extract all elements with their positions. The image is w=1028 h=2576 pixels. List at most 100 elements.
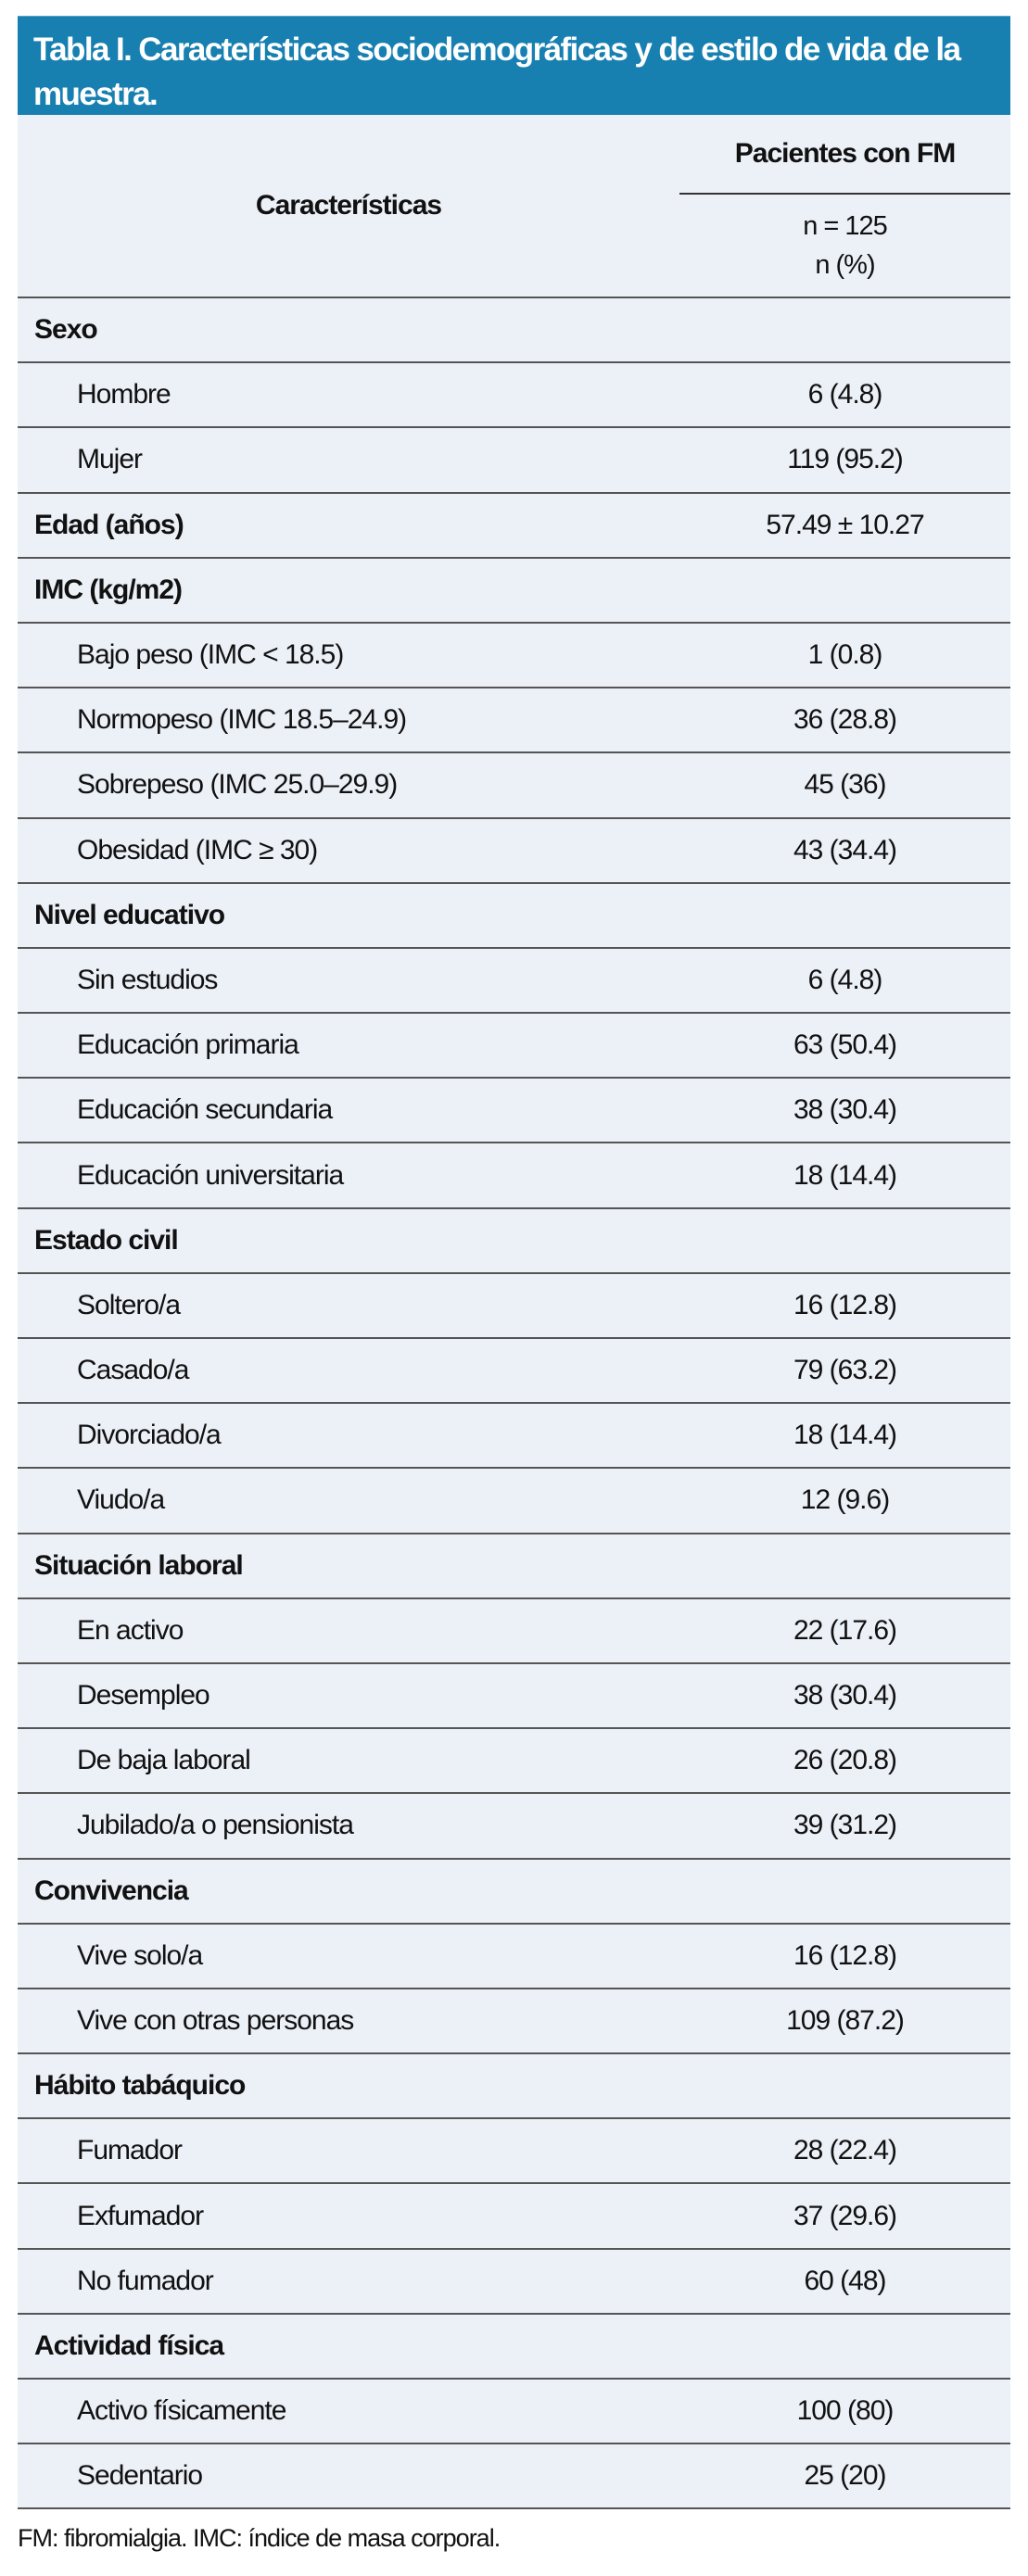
row-value: 38 (30.4) bbox=[793, 1680, 897, 1711]
row-value: 16 (12.8) bbox=[793, 1289, 897, 1320]
row-label: Desempleo bbox=[77, 1680, 210, 1711]
row-label: Casado/a bbox=[77, 1355, 189, 1386]
table-title: Tabla I. Características sociodemográfic… bbox=[18, 16, 1010, 115]
row-label: No fumador bbox=[77, 2265, 214, 2296]
table-row: Soltero/a 16 (12.8) bbox=[18, 1274, 1010, 1339]
row-value: 109 (87.2) bbox=[786, 2004, 905, 2036]
row-label: Sin estudios bbox=[77, 964, 218, 995]
section-row: Edad (años) 57.49 ± 10.27 bbox=[18, 494, 1010, 559]
section-row: Hábito tabáquico bbox=[18, 2054, 1010, 2120]
table-body: Sexo Hombre 6 (4.8) Mujer 119 (95.2) Edad (añ… bbox=[18, 298, 1010, 2510]
row-label: Sexo bbox=[34, 314, 98, 346]
row-value: 100 (80) bbox=[796, 2395, 895, 2427]
table-row: Fumador 28 (22.4) bbox=[18, 2119, 1010, 2185]
table-row: Casado/a 79 (63.2) bbox=[18, 1339, 1010, 1405]
table-row: Vive con otras personas 109 (87.2) bbox=[18, 1989, 1010, 2055]
row-value: 18 (14.4) bbox=[793, 1420, 897, 1451]
table-row: Desempleo 38 (30.4) bbox=[18, 1664, 1010, 1730]
table-row: Hombre 6 (4.8) bbox=[18, 363, 1010, 429]
row-label: Educación secundaria bbox=[77, 1094, 333, 1126]
row-label: Obesidad (IMC ≥ 30) bbox=[77, 834, 318, 865]
row-value: 79 (63.2) bbox=[793, 1355, 897, 1386]
row-label: Activo físicamente bbox=[77, 2395, 286, 2427]
row-label: Fumador bbox=[77, 2135, 183, 2166]
row-label: Edad (años) bbox=[34, 509, 184, 540]
table-row: Sedentario 25 (20) bbox=[18, 2444, 1010, 2510]
column-header-group: Pacientes con FM bbox=[679, 115, 1010, 195]
row-label: Educación primaria bbox=[77, 1029, 299, 1061]
row-label: Soltero/a bbox=[77, 1289, 181, 1320]
row-value: 1 (0.8) bbox=[807, 639, 883, 671]
row-label: De baja laboral bbox=[77, 1745, 251, 1776]
row-value: 26 (20.8) bbox=[793, 1745, 897, 1776]
row-label: Exfumador bbox=[77, 2200, 204, 2231]
row-label: Divorciado/a bbox=[77, 1420, 222, 1451]
table-row: No fumador 60 (48) bbox=[18, 2250, 1010, 2315]
row-label: Vive solo/a bbox=[77, 1939, 203, 1971]
row-label: Vive con otras personas bbox=[77, 2004, 354, 2036]
table-header: Características Pacientes con FM n = 125… bbox=[18, 115, 1010, 298]
row-value: 63 (50.4) bbox=[793, 1029, 897, 1061]
row-label: Educación universitaria bbox=[77, 1159, 344, 1191]
row-value: 12 (9.6) bbox=[800, 1484, 890, 1516]
row-label: Convivencia bbox=[34, 1875, 189, 1906]
table-row: Mujer 119 (95.2) bbox=[18, 428, 1010, 494]
section-row: Sexo bbox=[18, 298, 1010, 364]
row-label: Nivel educativo bbox=[34, 899, 225, 930]
row-value: 16 (12.8) bbox=[793, 1939, 897, 1971]
column-subheader: n = 125 n (%) bbox=[679, 195, 1010, 297]
table-row: Vive solo/a 16 (12.8) bbox=[18, 1925, 1010, 1989]
row-label: Situación laboral bbox=[34, 1549, 244, 1581]
row-label: Hábito tabáquico bbox=[34, 2070, 246, 2102]
table-row: Educación secundaria 38 (30.4) bbox=[18, 1079, 1010, 1144]
table-row: Sobrepeso (IMC 25.0–29.9) 45 (36) bbox=[18, 753, 1010, 819]
table-row: Educación universitaria 18 (14.4) bbox=[18, 1143, 1010, 1209]
footnote: FM: fibromialgia. IMC: índice de masa co… bbox=[18, 2524, 501, 2552]
row-label: En activo bbox=[77, 1614, 184, 1646]
sample-size: n = 125 bbox=[803, 211, 888, 241]
row-value: 38 (30.4) bbox=[793, 1094, 897, 1126]
row-label: Normopeso (IMC 18.5–24.9) bbox=[77, 704, 407, 736]
row-label: Hombre bbox=[77, 379, 171, 410]
section-row: Nivel educativo bbox=[18, 884, 1010, 949]
table-row: Viudo/a 12 (9.6) bbox=[18, 1469, 1010, 1534]
row-label: Sedentario bbox=[77, 2460, 203, 2492]
section-row: Estado civil bbox=[18, 1209, 1010, 1274]
row-value: 36 (28.8) bbox=[793, 704, 897, 736]
row-label: IMC (kg/m2) bbox=[34, 574, 183, 605]
row-value: 37 (29.6) bbox=[793, 2200, 897, 2231]
data-table: Tabla I. Características sociodemográfic… bbox=[18, 16, 1010, 2510]
row-value: 6 (4.8) bbox=[807, 379, 883, 410]
row-value: 43 (34.4) bbox=[793, 834, 897, 865]
section-row: Situación laboral bbox=[18, 1534, 1010, 1599]
table-row: Sin estudios 6 (4.8) bbox=[18, 949, 1010, 1015]
section-row: Convivencia bbox=[18, 1860, 1010, 1925]
table-row: Jubilado/a o pensionista 39 (31.2) bbox=[18, 1794, 1010, 1860]
table-row: Bajo peso (IMC < 18.5) 1 (0.8) bbox=[18, 624, 1010, 689]
row-label: Bajo peso (IMC < 18.5) bbox=[77, 639, 344, 671]
section-row: IMC (kg/m2) bbox=[18, 559, 1010, 624]
row-value: 57.49 ± 10.27 bbox=[766, 509, 924, 540]
section-row: Actividad física bbox=[18, 2315, 1010, 2380]
row-value: 28 (22.4) bbox=[793, 2135, 897, 2166]
row-value: 45 (36) bbox=[804, 769, 886, 801]
table-row: Divorciado/a 18 (14.4) bbox=[18, 1404, 1010, 1470]
row-label: Sobrepeso (IMC 25.0–29.9) bbox=[77, 769, 398, 801]
row-value: 22 (17.6) bbox=[793, 1614, 897, 1646]
row-label: Viudo/a bbox=[77, 1484, 165, 1516]
row-value: 60 (48) bbox=[804, 2265, 886, 2296]
unit-label: n (%) bbox=[815, 250, 875, 280]
column-header-characteristics: Características bbox=[255, 190, 442, 221]
table-row: De baja laboral 26 (20.8) bbox=[18, 1729, 1010, 1795]
row-label: Mujer bbox=[77, 444, 143, 475]
table-row: En activo 22 (17.6) bbox=[18, 1599, 1010, 1664]
row-value: 18 (14.4) bbox=[793, 1159, 897, 1191]
row-label: Jubilado/a o pensionista bbox=[77, 1810, 354, 1841]
row-value: 39 (31.2) bbox=[793, 1810, 897, 1841]
table-row: Obesidad (IMC ≥ 30) 43 (34.4) bbox=[18, 819, 1010, 884]
table-row: Normopeso (IMC 18.5–24.9) 36 (28.8) bbox=[18, 688, 1010, 754]
row-label: Actividad física bbox=[34, 2330, 224, 2361]
table-row: Educación primaria 63 (50.4) bbox=[18, 1014, 1010, 1080]
table-row: Exfumador 37 (29.6) bbox=[18, 2184, 1010, 2250]
table-row: Activo físicamente 100 (80) bbox=[18, 2380, 1010, 2445]
